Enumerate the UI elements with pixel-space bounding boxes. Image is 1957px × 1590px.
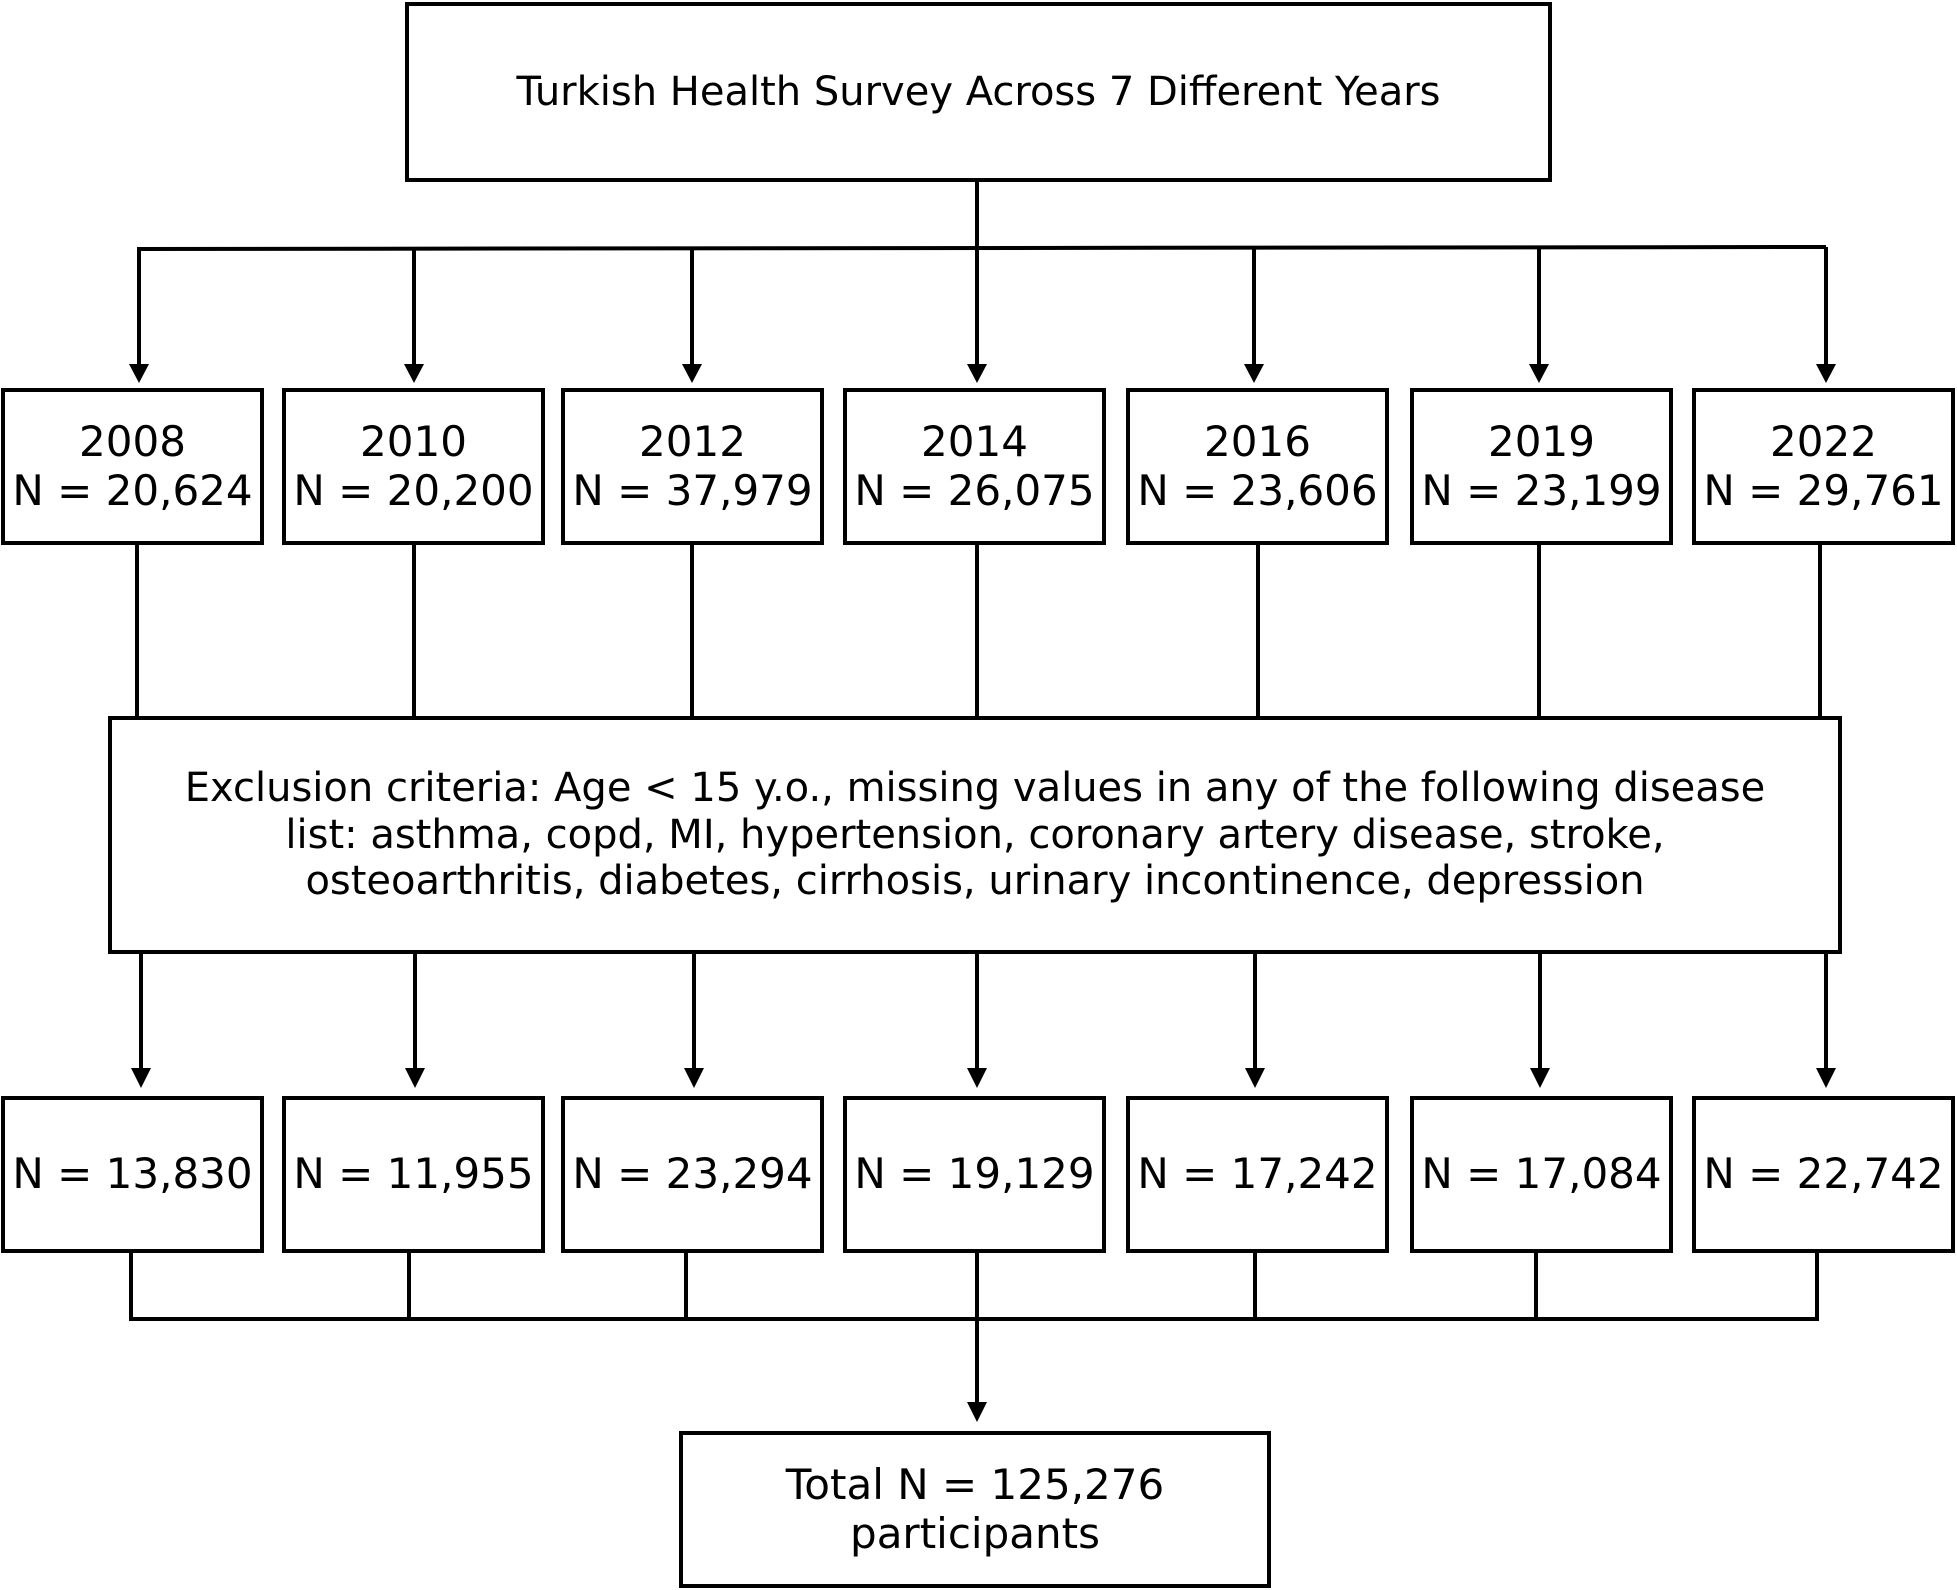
total-count: Total N = 125,276	[785, 1459, 1165, 1509]
final-count-box-2014: N = 19,129	[843, 1096, 1106, 1253]
initial-count: N = 23,606	[1137, 465, 1378, 515]
final-count-box-2012: N = 23,294	[561, 1096, 824, 1253]
final-count: N = 11,955	[293, 1149, 534, 1199]
survey-title-box: Turkish Health Survey Across 7 Different…	[405, 2, 1552, 182]
initial-count: N = 23,199	[1421, 465, 1662, 515]
year-label: 2022	[1770, 416, 1877, 466]
year-box-2022: 2022 N = 29,761	[1692, 388, 1955, 545]
final-count: N = 23,294	[572, 1149, 813, 1199]
year-label: 2008	[79, 416, 186, 466]
total-label: participants	[850, 1508, 1100, 1558]
year-box-2019: 2019 N = 23,199	[1410, 388, 1673, 545]
final-count: N = 19,129	[854, 1149, 1095, 1199]
year-label: 2010	[360, 416, 467, 466]
year-box-2016: 2016 N = 23,606	[1126, 388, 1389, 545]
initial-count: N = 29,761	[1703, 465, 1944, 515]
total-participants-box: Total N = 125,276 participants	[679, 1431, 1271, 1588]
exclusion-line: list: asthma, copd, MI, hypertension, co…	[285, 811, 1665, 858]
year-label: 2016	[1204, 416, 1311, 466]
final-count: N = 17,242	[1137, 1149, 1378, 1199]
exclusion-line: osteoarthritis, diabetes, cirrhosis, uri…	[305, 858, 1645, 905]
final-count: N = 13,830	[12, 1149, 253, 1199]
exclusion-line: Exclusion criteria: Age < 15 y.o., missi…	[184, 765, 1766, 812]
exclusion-criteria-box: Exclusion criteria: Age < 15 y.o., missi…	[108, 716, 1842, 954]
final-count-box-2008: N = 13,830	[1, 1096, 264, 1253]
final-count-box-2019: N = 17,084	[1410, 1096, 1673, 1253]
final-count: N = 22,742	[1703, 1149, 1944, 1199]
final-count: N = 17,084	[1421, 1149, 1662, 1199]
year-box-2010: 2010 N = 20,200	[282, 388, 545, 545]
final-count-box-2010: N = 11,955	[282, 1096, 545, 1253]
initial-count: N = 20,624	[12, 465, 253, 515]
survey-title: Turkish Health Survey Across 7 Different…	[516, 68, 1441, 115]
final-count-box-2016: N = 17,242	[1126, 1096, 1389, 1253]
final-count-box-2022: N = 22,742	[1692, 1096, 1955, 1253]
year-label: 2019	[1488, 416, 1595, 466]
year-label: 2014	[921, 416, 1028, 466]
initial-count: N = 26,075	[854, 465, 1095, 515]
year-label: 2012	[639, 416, 746, 466]
initial-count: N = 20,200	[293, 465, 534, 515]
year-box-2008: 2008 N = 20,624	[1, 388, 264, 545]
year-box-2012: 2012 N = 37,979	[561, 388, 824, 545]
initial-count: N = 37,979	[572, 465, 813, 515]
year-box-2014: 2014 N = 26,075	[843, 388, 1106, 545]
